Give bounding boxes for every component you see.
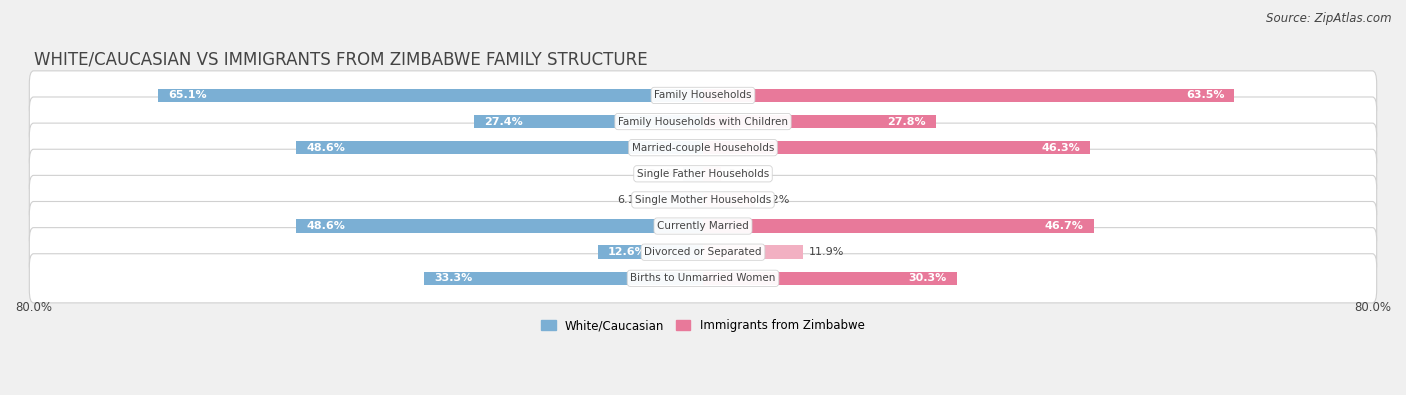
- Text: 46.7%: 46.7%: [1045, 221, 1084, 231]
- Text: WHITE/CAUCASIAN VS IMMIGRANTS FROM ZIMBABWE FAMILY STRUCTURE: WHITE/CAUCASIAN VS IMMIGRANTS FROM ZIMBA…: [34, 51, 647, 69]
- Bar: [159, 88, 703, 102]
- Text: Married-couple Households: Married-couple Households: [631, 143, 775, 153]
- Text: 12.6%: 12.6%: [607, 247, 647, 257]
- Text: 48.6%: 48.6%: [307, 221, 346, 231]
- Bar: [703, 245, 803, 259]
- Bar: [425, 271, 703, 285]
- Bar: [703, 115, 935, 128]
- Text: Births to Unmarried Women: Births to Unmarried Women: [630, 273, 776, 283]
- FancyBboxPatch shape: [30, 123, 1376, 172]
- Bar: [703, 193, 755, 207]
- Text: Currently Married: Currently Married: [657, 221, 749, 231]
- FancyBboxPatch shape: [30, 228, 1376, 277]
- FancyBboxPatch shape: [30, 254, 1376, 303]
- FancyBboxPatch shape: [30, 149, 1376, 198]
- Text: Divorced or Separated: Divorced or Separated: [644, 247, 762, 257]
- Bar: [297, 219, 703, 233]
- Text: 2.4%: 2.4%: [648, 169, 676, 179]
- Text: 27.4%: 27.4%: [484, 117, 523, 126]
- FancyBboxPatch shape: [30, 175, 1376, 224]
- Bar: [297, 141, 703, 154]
- Bar: [652, 193, 703, 207]
- Text: Single Father Households: Single Father Households: [637, 169, 769, 179]
- Bar: [683, 167, 703, 181]
- Bar: [703, 167, 721, 181]
- Bar: [703, 141, 1091, 154]
- Bar: [474, 115, 703, 128]
- Text: Single Mother Households: Single Mother Households: [636, 195, 770, 205]
- Text: 6.2%: 6.2%: [762, 195, 790, 205]
- Text: 63.5%: 63.5%: [1185, 90, 1225, 100]
- Text: 6.1%: 6.1%: [617, 195, 645, 205]
- FancyBboxPatch shape: [30, 201, 1376, 250]
- FancyBboxPatch shape: [30, 71, 1376, 120]
- Bar: [703, 271, 956, 285]
- Text: 30.3%: 30.3%: [908, 273, 946, 283]
- Text: 11.9%: 11.9%: [810, 247, 845, 257]
- Text: 46.3%: 46.3%: [1042, 143, 1080, 153]
- Text: 2.2%: 2.2%: [728, 169, 756, 179]
- Text: 33.3%: 33.3%: [434, 273, 472, 283]
- Text: 48.6%: 48.6%: [307, 143, 346, 153]
- Text: 65.1%: 65.1%: [169, 90, 207, 100]
- Text: Family Households with Children: Family Households with Children: [619, 117, 787, 126]
- Bar: [703, 219, 1094, 233]
- Text: 27.8%: 27.8%: [887, 117, 925, 126]
- Text: Family Households: Family Households: [654, 90, 752, 100]
- Bar: [598, 245, 703, 259]
- Text: Source: ZipAtlas.com: Source: ZipAtlas.com: [1267, 12, 1392, 25]
- FancyBboxPatch shape: [30, 97, 1376, 146]
- Bar: [703, 88, 1234, 102]
- Legend: White/Caucasian, Immigrants from Zimbabwe: White/Caucasian, Immigrants from Zimbabw…: [537, 315, 869, 337]
